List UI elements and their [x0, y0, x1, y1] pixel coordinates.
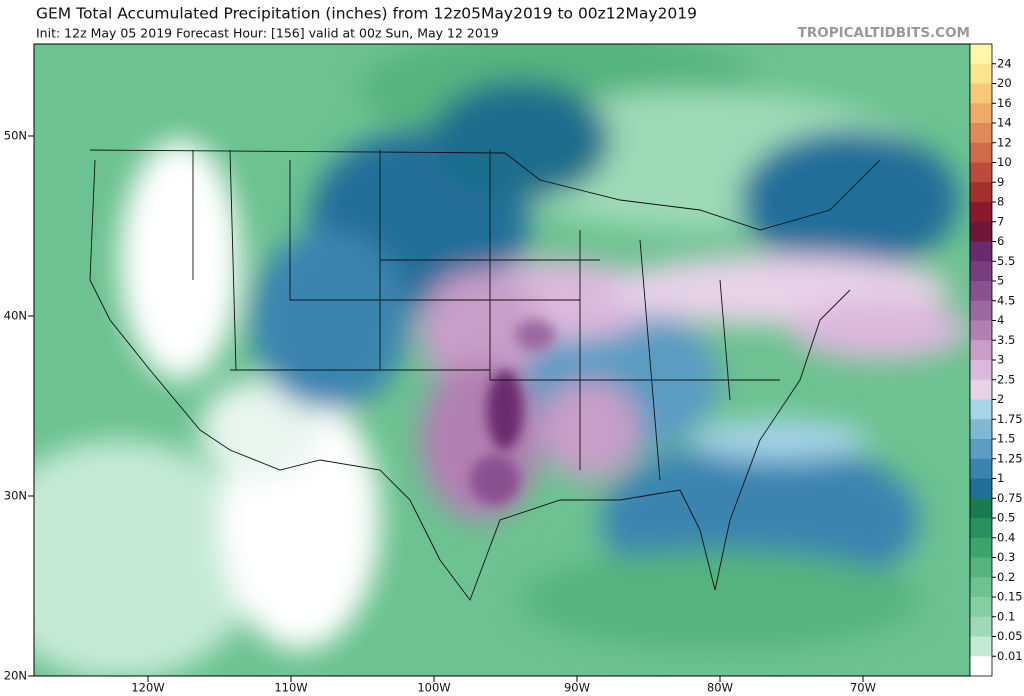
colorbar-swatch: [970, 63, 992, 84]
colorbar-label: 0.01: [997, 649, 1023, 663]
colorbar-label: 0.5: [997, 511, 1015, 525]
colorbar-swatch: [970, 439, 992, 460]
colorbar-label: 0.1: [997, 609, 1015, 623]
boundaries: [89, 149, 881, 601]
colorbar-label: 5.5: [997, 254, 1015, 268]
lon-label: 70W: [850, 681, 876, 695]
colorbar-swatch: [970, 597, 992, 618]
colorbar-swatch: [970, 636, 992, 657]
colorbar-swatch: [970, 577, 992, 598]
colorbar-label: 1.25: [997, 451, 1023, 465]
lon-label: 100W: [417, 681, 450, 695]
lon-label: 90W: [564, 681, 590, 695]
lat-label: 40N: [4, 309, 27, 323]
colorbar-swatch: [970, 518, 992, 539]
colorbar-swatch: [970, 478, 992, 499]
colorbar-swatch: [970, 498, 992, 519]
lat-label: 20N: [4, 669, 27, 683]
subtitle: Init: 12z May 05 2019 Forecast Hour: [15…: [36, 26, 499, 41]
colorbar-swatch: [970, 241, 992, 262]
colorbar-label: 4: [997, 313, 1004, 327]
colorbar-label: 8: [997, 195, 1004, 209]
colorbar-swatch: [970, 537, 992, 558]
colorbar-label: 0.4: [997, 530, 1015, 544]
colorbar-swatch: [970, 458, 992, 479]
title: GEM Total Accumulated Precipitation (inc…: [36, 5, 697, 23]
colorbar-label: 0.15: [997, 590, 1023, 604]
colorbar-label: 12: [997, 135, 1012, 149]
colorbar-label: 2.5: [997, 372, 1015, 386]
lon-label: 120W: [131, 681, 164, 695]
colorbar-label: 20: [997, 76, 1012, 90]
colorbar-label: 16: [997, 96, 1012, 110]
colorbar-swatch: [970, 419, 992, 440]
colorbar-label: 1.75: [997, 412, 1023, 426]
colorbar-swatch: [970, 557, 992, 578]
colorbar-swatch: [970, 320, 992, 341]
colorbar-label: 7: [997, 214, 1004, 228]
lat-label: 30N: [4, 489, 27, 503]
colorbar-label: 3.5: [997, 333, 1015, 347]
colorbar-label: 1: [997, 471, 1004, 485]
watermark: TROPICALTIDBITS.COM: [798, 25, 970, 41]
colorbar-swatch: [970, 399, 992, 420]
colorbar-label: 4.5: [997, 293, 1015, 307]
colorbar-swatch: [970, 202, 992, 223]
colorbar-swatch: [970, 182, 992, 203]
precip-map: [34, 44, 970, 676]
colorbar-swatch: [970, 340, 992, 361]
colorbar-label: 5: [997, 274, 1004, 288]
colorbar-swatch: [970, 360, 992, 381]
colorbar-label: 0.05: [997, 629, 1023, 643]
colorbar-swatch: [970, 261, 992, 282]
colorbar-swatch: [970, 300, 992, 321]
colorbar-label: 3: [997, 353, 1004, 367]
colorbar-swatch: [970, 162, 992, 183]
lon-label: 110W: [274, 681, 307, 695]
colorbar-swatch: [970, 221, 992, 242]
colorbar-swatch: [970, 656, 992, 677]
colorbar-swatch: [970, 123, 992, 144]
colorbar-label: 0.2: [997, 570, 1015, 584]
colorbar-swatch: [970, 103, 992, 124]
colorbar-label: 1.5: [997, 432, 1015, 446]
colorbar-swatch: [970, 142, 992, 163]
colorbar-label: 24: [997, 56, 1012, 70]
colorbar-swatch: [970, 83, 992, 104]
colorbar-swatch: [970, 281, 992, 302]
colorbar-swatch: [970, 44, 992, 65]
lon-label: 80W: [707, 681, 733, 695]
colorbar-swatch: [970, 379, 992, 400]
lat-label: 50N: [4, 129, 27, 143]
colorbar-label: 9: [997, 175, 1004, 189]
colorbar-label: 14: [997, 116, 1012, 130]
colorbar-label: 6: [997, 234, 1004, 248]
colorbar-label: 10: [997, 155, 1012, 169]
colorbar-swatch: [970, 616, 992, 637]
colorbar-label: 0.75: [997, 491, 1023, 505]
colorbar-label: 0.3: [997, 550, 1015, 564]
colorbar-label: 2: [997, 392, 1004, 406]
